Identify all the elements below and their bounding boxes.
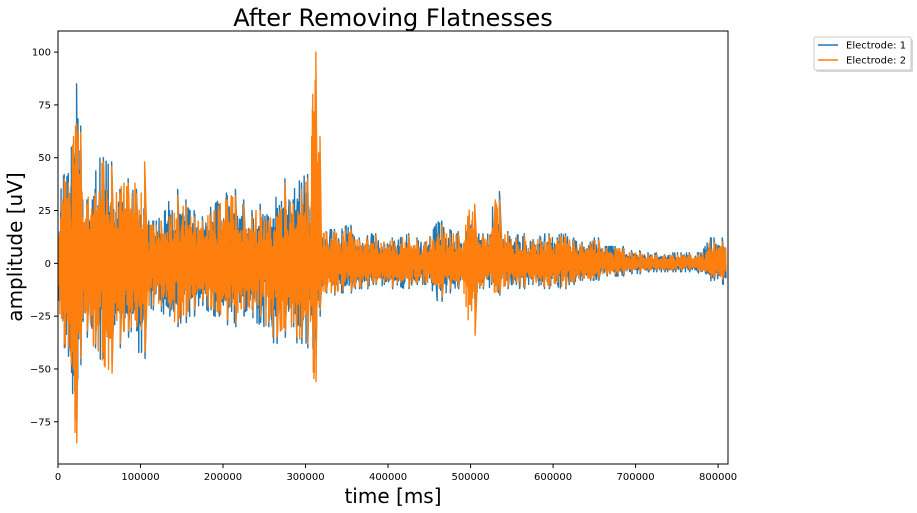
legend-entry-electrode-1: Electrode: 1 <box>846 41 906 52</box>
plot-frame <box>57 30 729 465</box>
x-tick-label: 0 <box>55 472 61 483</box>
y-tick-label: 100 <box>32 48 51 59</box>
x-axis: 0 100000 200000 300000 400000 500000 600000 700… <box>55 464 737 483</box>
chart-title: After Removing Flatnesses <box>233 4 552 32</box>
y-axis-label: amplitude [uV] <box>3 172 27 321</box>
y-tick-label: 0 <box>45 259 51 270</box>
plot-area <box>57 30 729 465</box>
y-tick-label: −75 <box>30 417 51 428</box>
y-tick-label: −25 <box>30 312 51 323</box>
x-tick-label: 800000 <box>699 472 737 483</box>
x-axis-label: time [ms] <box>344 484 441 508</box>
legend-entry-electrode-2: Electrode: 2 <box>846 56 906 67</box>
y-tick-label: 25 <box>38 206 51 217</box>
x-tick-label: 100000 <box>121 472 159 483</box>
y-tick-label: 50 <box>38 153 51 164</box>
x-tick-label: 700000 <box>616 472 654 483</box>
series-layer <box>58 51 727 444</box>
y-axis: −75 −50 −25 0 25 50 75 100 <box>30 48 58 428</box>
legend-box <box>813 36 912 71</box>
series-line-electrode-2 <box>58 51 727 444</box>
y-tick-label: −50 <box>30 364 51 375</box>
x-tick-label: 500000 <box>451 472 489 483</box>
x-tick-label: 200000 <box>204 472 242 483</box>
x-tick-label: 400000 <box>369 472 407 483</box>
y-tick-label: 75 <box>38 100 51 111</box>
legend: Electrode: 1 Electrode: 2 <box>813 36 913 72</box>
x-tick-label: 300000 <box>286 472 324 483</box>
x-tick-label: 600000 <box>534 472 572 483</box>
